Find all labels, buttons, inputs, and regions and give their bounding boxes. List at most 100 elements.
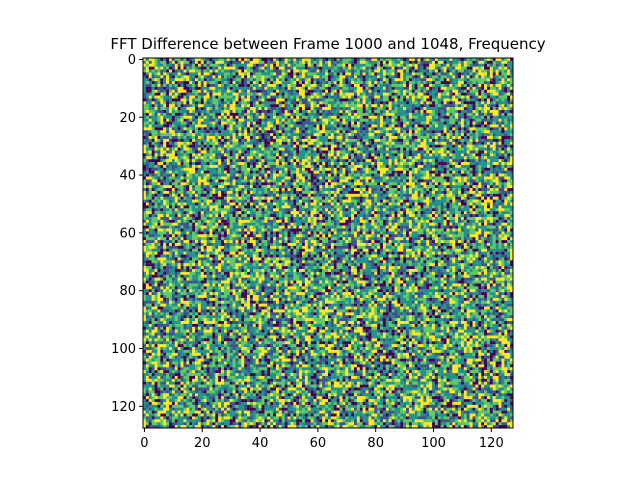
heatmap-cell xyxy=(143,147,147,151)
heatmap-cell xyxy=(235,75,239,79)
heatmap-cell xyxy=(249,124,253,128)
heatmap-cell xyxy=(449,133,453,137)
heatmap-cell xyxy=(455,75,459,79)
heatmap-cell xyxy=(313,66,317,70)
heatmap-cell xyxy=(328,95,332,99)
heatmap-cell xyxy=(440,162,444,166)
heatmap-cell xyxy=(258,101,262,105)
heatmap-cell xyxy=(328,112,332,116)
heatmap-cell xyxy=(307,144,311,148)
heatmap-cell xyxy=(195,115,199,119)
heatmap-cell xyxy=(281,78,285,82)
heatmap-cell xyxy=(472,164,476,168)
heatmap-cell xyxy=(498,133,502,137)
heatmap-cell xyxy=(510,118,514,122)
heatmap-cell xyxy=(458,86,462,90)
heatmap-cell xyxy=(278,112,282,116)
heatmap-cell xyxy=(301,115,306,119)
heatmap-cell xyxy=(264,86,268,90)
heatmap-cell xyxy=(478,150,482,154)
heatmap-cell xyxy=(377,92,381,96)
heatmap-cell xyxy=(452,115,456,119)
heatmap-cell xyxy=(313,69,317,73)
heatmap-cell xyxy=(478,81,482,85)
heatmap-cell xyxy=(359,156,363,160)
heatmap-cell xyxy=(183,136,187,140)
heatmap-cell xyxy=(455,110,459,114)
heatmap-cell xyxy=(223,101,227,105)
heatmap-cell xyxy=(186,104,190,108)
heatmap-cell xyxy=(226,136,230,140)
heatmap-cell xyxy=(284,81,288,85)
heatmap-cell xyxy=(362,112,366,116)
heatmap-cell xyxy=(394,121,398,125)
heatmap-cell xyxy=(270,147,274,151)
heatmap-cell xyxy=(397,147,401,151)
heatmap-cell xyxy=(403,92,407,96)
heatmap-cell xyxy=(148,133,152,137)
heatmap-cell xyxy=(426,89,430,93)
heatmap-cell xyxy=(354,141,358,145)
heatmap-cell xyxy=(258,156,262,160)
heatmap-cell xyxy=(443,118,447,122)
heatmap-cell xyxy=(380,92,384,96)
heatmap-cell xyxy=(432,110,436,114)
heatmap-cell xyxy=(429,150,433,154)
heatmap-cell xyxy=(203,118,207,122)
heatmap-cell xyxy=(472,63,476,67)
heatmap-cell xyxy=(336,124,340,128)
heatmap-cell xyxy=(484,78,488,82)
heatmap-cell xyxy=(200,58,204,62)
heatmap-cell xyxy=(371,130,375,134)
heatmap-cell xyxy=(229,89,233,93)
heatmap-cell xyxy=(495,84,499,88)
heatmap-cell xyxy=(241,78,245,82)
heatmap-cell xyxy=(232,86,236,90)
heatmap-cell xyxy=(293,78,297,82)
heatmap-cell xyxy=(223,141,227,145)
heatmap-cell xyxy=(267,92,271,96)
heatmap-cell xyxy=(226,60,230,64)
heatmap-cell xyxy=(247,115,251,119)
heatmap-cell xyxy=(299,156,303,160)
heatmap-cell xyxy=(278,133,282,137)
heatmap-cell xyxy=(374,147,378,151)
heatmap-cell xyxy=(212,95,216,99)
heatmap-cell xyxy=(455,133,459,137)
heatmap-cell xyxy=(388,159,392,163)
heatmap-cell xyxy=(273,98,277,102)
heatmap-cell xyxy=(177,104,181,108)
heatmap-cell xyxy=(299,86,303,90)
heatmap-cell xyxy=(169,75,173,79)
heatmap-cell xyxy=(434,153,438,157)
heatmap-cell xyxy=(313,127,317,131)
heatmap-cell xyxy=(293,159,297,163)
heatmap-cell xyxy=(267,156,271,160)
heatmap-cell xyxy=(351,153,355,157)
heatmap-cell xyxy=(426,112,430,116)
heatmap-cell xyxy=(391,124,395,128)
heatmap-cell xyxy=(417,159,421,163)
heatmap-cell xyxy=(333,112,337,116)
heatmap-cell xyxy=(284,66,288,70)
heatmap-cell xyxy=(232,98,236,102)
heatmap-cell xyxy=(417,153,421,157)
heatmap-cell xyxy=(284,101,288,105)
heatmap-cell xyxy=(325,162,329,166)
heatmap-cell xyxy=(348,124,352,128)
heatmap-cell xyxy=(495,115,499,119)
heatmap-cell xyxy=(423,58,427,62)
heatmap-cell xyxy=(166,92,170,96)
heatmap-cell xyxy=(414,138,418,142)
heatmap-cell xyxy=(489,138,493,142)
heatmap-cell xyxy=(203,167,207,171)
heatmap-cell xyxy=(293,107,297,111)
heatmap-cell xyxy=(261,141,265,145)
heatmap-cell xyxy=(287,86,291,90)
heatmap-cell xyxy=(278,107,282,111)
heatmap-cell xyxy=(186,69,190,73)
heatmap-cell xyxy=(261,63,265,67)
heatmap-cell xyxy=(336,138,340,142)
heatmap-cell xyxy=(504,118,508,122)
heatmap-cell xyxy=(174,69,178,73)
